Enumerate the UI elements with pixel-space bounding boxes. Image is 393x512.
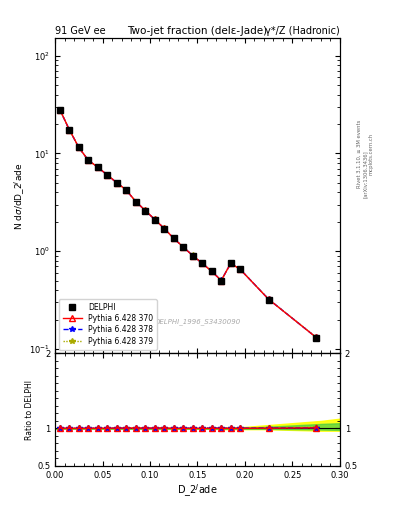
Text: [arXiv:1306.3436]: [arXiv:1306.3436] <box>363 150 368 198</box>
Text: γ*/Z (Hadronic): γ*/Z (Hadronic) <box>265 26 340 36</box>
Text: DELPHI_1996_S3430090: DELPHI_1996_S3430090 <box>154 318 241 325</box>
Text: mcplots.cern.ch: mcplots.cern.ch <box>369 133 374 175</box>
Y-axis label: N d$\sigma$/dD_$2^J$ade: N d$\sigma$/dD_$2^J$ade <box>13 162 27 229</box>
Title: Two-jet fraction (delε-Jade): Two-jet fraction (delε-Jade) <box>127 26 268 36</box>
Text: Rivet 3.1.10, ≥ 3M events: Rivet 3.1.10, ≥ 3M events <box>357 119 362 188</box>
Legend: DELPHI, Pythia 6.428 370, Pythia 6.428 378, Pythia 6.428 379: DELPHI, Pythia 6.428 370, Pythia 6.428 3… <box>59 299 157 350</box>
X-axis label: D_$2^J$ade: D_$2^J$ade <box>177 482 218 499</box>
Y-axis label: Ratio to DELPHI: Ratio to DELPHI <box>25 380 34 440</box>
Text: 91 GeV ee: 91 GeV ee <box>55 26 106 36</box>
